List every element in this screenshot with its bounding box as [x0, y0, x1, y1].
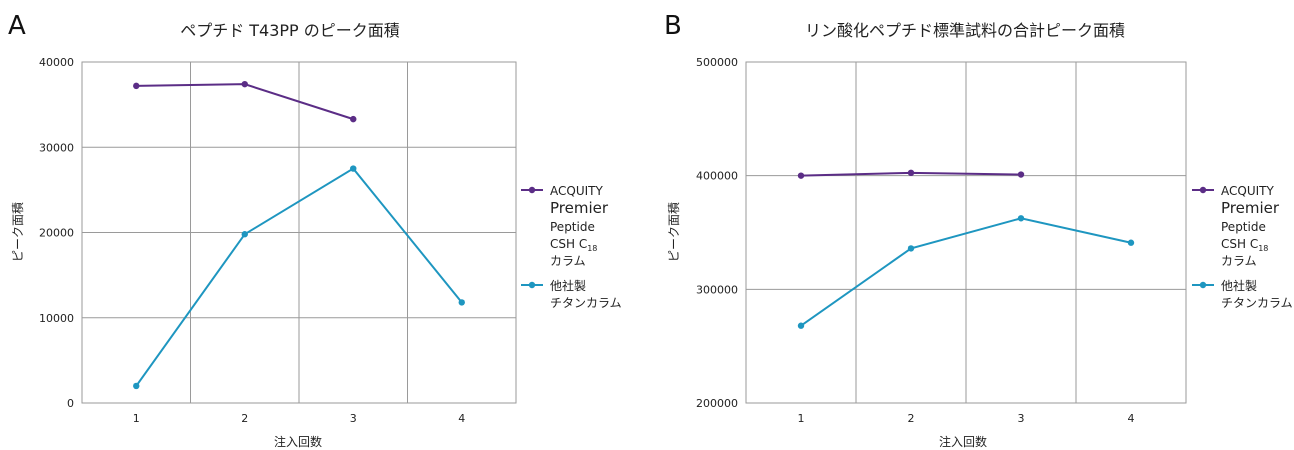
- chart-a-title: ペプチド T43PP のピーク面積: [180, 21, 400, 40]
- chart-a-x-tick-label: 4: [458, 412, 465, 425]
- chart-a-y-tick-label: 0: [67, 397, 74, 410]
- legend-a-acquity-line4-base: CSH C: [550, 237, 587, 251]
- legend-b-other-line2: チタンカラム: [1221, 296, 1293, 310]
- legend-a-other-swatch-marker: [528, 281, 536, 289]
- legend-a-acquity-line2: Premier: [550, 199, 609, 217]
- legend-a-acquity-line4: CSH C18: [550, 237, 597, 253]
- chart-a-x-axis-label: 注入回数: [274, 434, 322, 449]
- chart-b-series-other-point: [797, 322, 805, 329]
- chart-b-series-acquity-point: [1017, 171, 1025, 178]
- chart-b-series-acquity-point: [797, 172, 805, 179]
- chart-b-y-tick-label: 500000: [696, 56, 738, 69]
- chart-b-plot: 200000 300000 400000 500000 1 2 3 4: [696, 56, 1187, 425]
- chart-b-series-other-line: [800, 217, 1132, 327]
- chart-b-x-tick-label: 2: [908, 412, 915, 425]
- legend-b-acquity-line3: Peptide: [1221, 220, 1266, 234]
- legend-a-other-line1: 他社製: [550, 278, 586, 293]
- chart-b-x-tick-label: 3: [1018, 412, 1025, 425]
- chart-b-title: リン酸化ペプチド標準試料の合計ピーク面積: [805, 21, 1125, 40]
- chart-b-series-other-point: [1127, 239, 1135, 246]
- chart-b-y-tick-label: 300000: [696, 283, 738, 296]
- legend-b-acquity-swatch-marker: [1199, 186, 1207, 194]
- chart-a-series-acquity-point: [133, 82, 140, 90]
- chart-a-series-other-point: [350, 165, 357, 172]
- chart-a-series-acquity-point: [241, 80, 248, 88]
- legend-b-acquity-line4-base: CSH C: [1221, 237, 1258, 251]
- chart-b-x-axis-label: 注入回数: [939, 434, 987, 449]
- chart-a-series-acquity-point: [350, 115, 357, 123]
- chart-b-y-tick-label: 200000: [696, 397, 738, 410]
- chart-b-series-other-point: [1017, 215, 1025, 222]
- chart-a-y-tick-label: 30000: [39, 141, 74, 154]
- legend-a-acquity-line5: カラム: [550, 254, 586, 268]
- chart-b-x-tick-label: 1: [798, 412, 805, 425]
- legend-a-other-line2: チタンカラム: [550, 296, 622, 310]
- chart-a-series-other-point: [241, 231, 248, 238]
- chart-a-series-other-line: [135, 167, 463, 387]
- legend-b-acquity-line5: カラム: [1221, 254, 1257, 268]
- legend-b-other-swatch-marker: [1199, 281, 1207, 289]
- legend-a-acquity-swatch-marker: [528, 186, 536, 194]
- chart-b-series-acquity-point: [907, 169, 915, 177]
- chart-a-legend: ACQUITY Premier Peptide CSH C18 カラム 他社製 …: [521, 184, 622, 310]
- legend-b-acquity-line2: Premier: [1221, 199, 1280, 217]
- legend-a-acquity-line1: ACQUITY: [550, 184, 603, 198]
- legend-a-acquity-line4-sub: 18: [587, 244, 597, 253]
- chart-a-plot: 0 10000 20000 30000 40000 1 2 3 4: [39, 56, 517, 425]
- chart-a-x-tick-label: 3: [350, 412, 357, 425]
- panel-label-b: B: [664, 11, 682, 41]
- chart-b-legend: ACQUITY Premier Peptide CSH C18 カラム 他社製 …: [1192, 184, 1293, 310]
- chart-a-y-tick-label: 10000: [39, 312, 74, 325]
- chart-a-x-tick-label: 1: [133, 412, 140, 425]
- chart-b-y-tick-label: 400000: [696, 170, 738, 183]
- panel-label-a: A: [8, 11, 26, 41]
- chart-b-y-axis-label: ピーク面積: [666, 202, 681, 262]
- legend-b-acquity-line4: CSH C18: [1221, 237, 1268, 253]
- chart-b-series-other-point: [907, 245, 915, 252]
- legend-b-acquity-line1: ACQUITY: [1221, 184, 1274, 198]
- chart-a-y-axis-label: ピーク面積: [10, 202, 25, 262]
- chart-a-x-tick-label: 2: [241, 412, 248, 425]
- chart-a-y-tick-label: 40000: [39, 56, 74, 69]
- legend-b-other-line1: 他社製: [1221, 278, 1257, 293]
- legend-b-acquity-line4-sub: 18: [1258, 244, 1268, 253]
- chart-a-series-other-point: [458, 299, 465, 306]
- chart-a-series-acquity-line: [136, 83, 354, 121]
- legend-a-acquity-line3: Peptide: [550, 220, 595, 234]
- chart-a-y-tick-label: 20000: [39, 227, 74, 240]
- chart-b-x-tick-label: 4: [1128, 412, 1135, 425]
- chart-a-series-other-point: [133, 382, 140, 390]
